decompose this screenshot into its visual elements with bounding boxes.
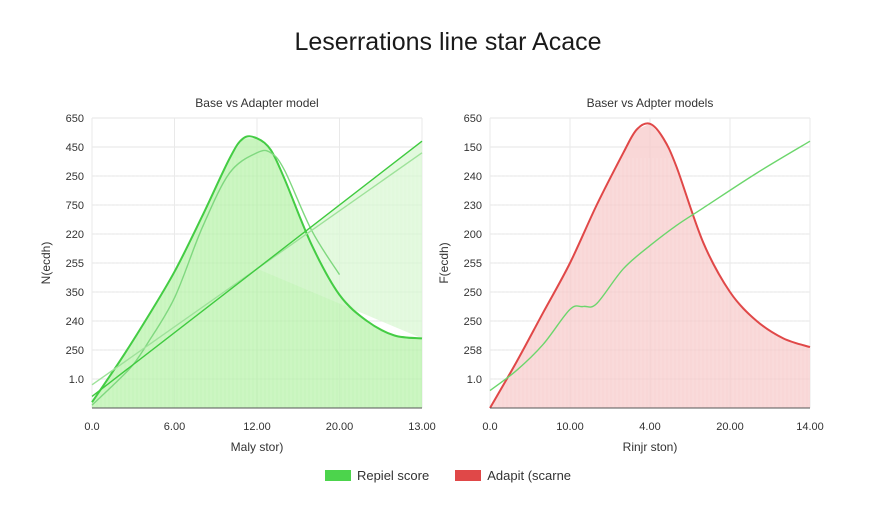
panel-0-wedge-fill — [257, 141, 422, 339]
panel-1-y-tick-label: 240 — [464, 171, 482, 183]
panel-0-y-tick-label: 750 — [66, 200, 84, 212]
panel-1-y-tick-label: 1.0 — [467, 374, 482, 386]
panel-1-y-tick-label: 255 — [464, 258, 482, 270]
panel-1-y-tick-label: 200 — [464, 229, 482, 241]
panel-0-x-tick-label: 0.0 — [84, 421, 99, 433]
panel-1-y-tick-label: 230 — [464, 200, 482, 212]
panel-0-y-tick-label: 350 — [66, 287, 84, 299]
panel-1-x-tick-label: 4.00 — [639, 421, 660, 433]
legend: Repiel score Adapit (scarne — [0, 468, 896, 483]
panel-0-x-tick-label: 13.00 — [408, 421, 436, 433]
panel-1-series-1-line — [489, 140, 811, 392]
panel-1-x-tick-label: 14.00 — [796, 421, 824, 433]
chart-canvas: Base vs Adapter model 650 450 250 750 220 255 3… — [39, 96, 824, 454]
legend-item-green: Repiel score — [324, 468, 430, 483]
panel-1-y-tick-label: 150 — [464, 142, 482, 154]
panel-0-y-tick-label: 450 — [66, 142, 84, 154]
panel-0-y-tick-label: 1.0 — [69, 374, 84, 386]
panel-0-x-axis-label: Maly stor) — [231, 440, 284, 454]
panel-0-x-tick-label: 20.00 — [326, 421, 354, 433]
panel-1-x-tick-label: 20.00 — [716, 421, 744, 433]
figure-title: Leserrations line star Acace — [294, 28, 602, 56]
panel-1-area-fill — [490, 123, 810, 409]
panel-0-area-fill — [92, 138, 422, 409]
panel-0-y-tick-label: 240 — [66, 316, 84, 328]
panel-0-y-tick-label: 250 — [66, 171, 84, 183]
panel-1-title: Baser vs Adpter models — [587, 96, 714, 110]
panel-1-y-tick-label: 650 — [464, 113, 482, 125]
panel-1-y-tick-label: 250 — [464, 316, 482, 328]
panel-0-x-tick-label: 6.00 — [164, 421, 185, 433]
panel-1-y-tick-label: 258 — [464, 345, 482, 357]
legend-swatch-green — [324, 470, 351, 481]
panel-0-series-0-line — [91, 135, 423, 403]
panel-0-y-tick-label: 255 — [66, 258, 84, 270]
panel-1-x-tick-label: 10.00 — [556, 421, 584, 433]
panel-0-y-axis-label: N(ecdh) — [39, 242, 53, 285]
legend-swatch-red — [455, 470, 482, 481]
panel-1-x-axis-label: Rinjr ston) — [623, 440, 678, 454]
panel-1-y-tick-label: 250 — [464, 287, 482, 299]
panel-0-title: Base vs Adapter model — [195, 96, 318, 110]
legend-label-red: Adapit (scarne — [487, 468, 572, 483]
legend-label-green: Repiel score — [356, 468, 430, 483]
panel-1-x-tick-label: 0.0 — [482, 421, 497, 433]
panel-1-y-axis-label: F(ecdh) — [437, 242, 451, 283]
panel-0-series-3-line — [91, 140, 423, 397]
panel-0-x-tick-label: 12.00 — [243, 421, 271, 433]
legend-item-red: Adapit (scarne — [455, 468, 571, 483]
panel-1-series-0-line — [489, 122, 811, 409]
panel-0-y-tick-label: 220 — [66, 229, 84, 241]
panel-0-y-tick-label: 650 — [66, 113, 84, 125]
panel-0-y-tick-label: 250 — [66, 345, 84, 357]
